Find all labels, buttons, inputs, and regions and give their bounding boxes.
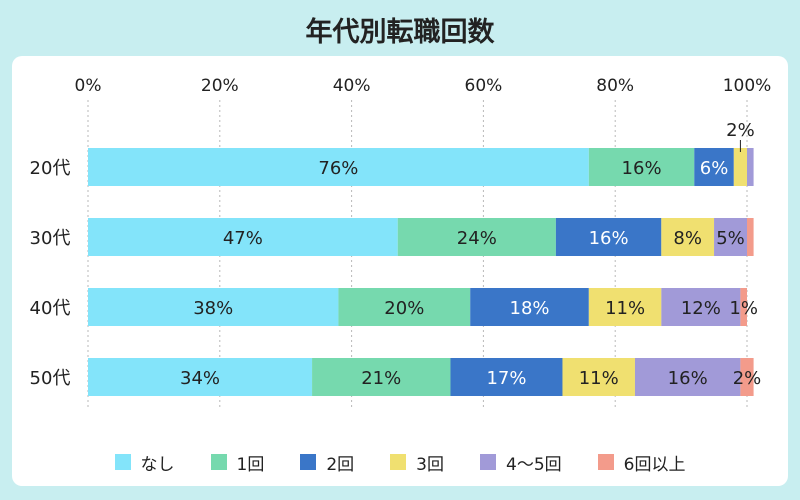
bar-segment <box>661 218 715 256</box>
bar-segment <box>450 358 563 396</box>
data-label: 6% <box>700 158 729 179</box>
data-label: 38% <box>193 298 233 319</box>
bar-segment <box>88 148 589 186</box>
data-label: 24% <box>457 228 497 249</box>
data-label: 1% <box>729 298 758 319</box>
data-label: 12% <box>681 298 721 319</box>
bar-segment <box>694 148 734 186</box>
data-label: 11% <box>605 298 645 319</box>
legend-item-1: 1回 <box>210 447 265 477</box>
legend-swatch <box>597 454 614 470</box>
legend-label: 2回 <box>326 454 355 475</box>
data-label: 2% <box>733 368 762 389</box>
data-label: 18% <box>510 298 550 319</box>
legend-item-2: 2回 <box>300 447 354 477</box>
chart-title: 年代別転職回数 <box>305 17 495 48</box>
category-label: 20代 <box>30 158 71 179</box>
bar-segment <box>588 288 662 326</box>
data-label: 16% <box>668 368 708 389</box>
data-label: 34% <box>180 368 220 389</box>
category-label: 30代 <box>30 228 71 249</box>
legend: なし 1回 2回 3回 4～5回 6回以上 <box>0 447 800 477</box>
bar-segment <box>714 218 747 256</box>
legend-label: 3回 <box>416 454 444 475</box>
bar-segment <box>740 288 747 326</box>
x-tick-label: 0% <box>75 76 102 96</box>
legend-swatch <box>390 454 407 470</box>
legend-label: なし <box>140 454 175 475</box>
legend-label: 1回 <box>236 454 265 475</box>
x-tick-label: 40% <box>333 76 371 96</box>
bar-segment <box>588 148 695 186</box>
legend-item-4-5: 4～5回 <box>480 447 562 477</box>
legend-label: 4～5回 <box>506 454 562 475</box>
legend-item-6plus: 6回以上 <box>597 447 686 477</box>
x-tick-label: 60% <box>465 76 503 96</box>
legend-swatch <box>210 454 227 470</box>
bar-segment <box>562 358 635 396</box>
data-label: 21% <box>361 368 401 389</box>
category-label: 50代 <box>30 368 71 389</box>
x-tick-label: 80% <box>596 76 634 96</box>
bar-segment <box>88 218 398 256</box>
data-label: 20% <box>384 298 424 319</box>
bar-segment <box>747 218 754 256</box>
data-label: 16% <box>622 158 662 179</box>
bar-segment <box>634 358 741 396</box>
legend-swatch <box>300 454 317 470</box>
data-label: 17% <box>486 368 526 389</box>
chart-panel <box>12 56 788 486</box>
legend-item-3: 3回 <box>390 447 444 477</box>
data-label: 5% <box>716 228 745 249</box>
legend-item-none: なし <box>114 447 175 477</box>
bar-segment <box>470 288 589 326</box>
bar-segment <box>733 148 747 186</box>
legend-label: 6回以上 <box>623 454 686 475</box>
bar-segment <box>88 358 313 396</box>
x-tick-label: 100% <box>723 76 772 96</box>
bar-segment <box>747 148 754 186</box>
legend-swatch <box>114 454 131 470</box>
bar-segment <box>397 218 556 256</box>
data-label: 47% <box>223 228 263 249</box>
bar-segment <box>555 218 662 256</box>
data-label: 76% <box>318 158 358 179</box>
data-label: 2% <box>726 120 755 141</box>
legend-swatch <box>480 454 496 470</box>
bar-segment <box>740 358 754 396</box>
data-label: 11% <box>579 368 619 389</box>
bar-segment <box>312 358 451 396</box>
data-label: 16% <box>589 228 629 249</box>
bar-segment <box>88 288 339 326</box>
data-label: 8% <box>673 228 702 249</box>
category-label: 40代 <box>30 298 71 319</box>
bar-segment <box>661 288 741 326</box>
x-tick-label: 20% <box>201 76 239 96</box>
bar-segment <box>338 288 471 326</box>
